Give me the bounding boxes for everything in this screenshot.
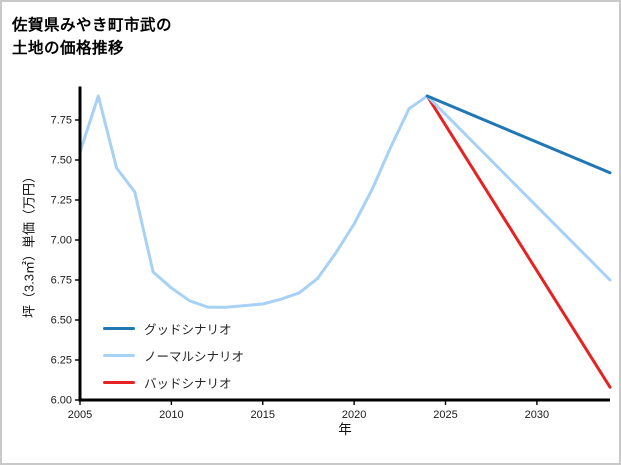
y-tick-label: 7.50 (51, 155, 72, 167)
y-tick-label: 6.25 (51, 355, 72, 367)
legend-label-bad-scenario: バッドシナリオ (144, 377, 232, 391)
chart-title: 佐賀県みやき町市武の 土地の価格推移 (12, 14, 172, 60)
y-tick-label: 7.00 (51, 235, 72, 247)
good-scenario-line-swatch (103, 327, 135, 330)
x-tick-label: 2010 (159, 409, 183, 421)
series-line-normal-scenario (78, 94, 612, 309)
y-tick-label: 6.75 (51, 275, 72, 287)
y-tick-label: 6.00 (51, 395, 72, 407)
y-tick-label: 6.50 (51, 315, 72, 327)
legend-item-bad-scenario: バッドシナリオ (103, 369, 244, 396)
legend-item-good-scenario: グッドシナリオ (103, 315, 244, 342)
legend-label-normal-scenario: ノーマルシナリオ (144, 350, 245, 364)
x-tick-label: 2025 (433, 409, 457, 421)
x-tick-label: 2030 (525, 409, 549, 421)
bad-scenario-line-swatch (103, 381, 135, 384)
legend: グッドシナリオ ノーマルシナリオ バッドシナリオ (103, 315, 244, 396)
y-tick-label: 7.75 (51, 115, 72, 127)
normal-scenario-line-swatch (103, 354, 135, 357)
x-tick-label: 2015 (251, 409, 275, 421)
series-line-bad-scenario (425, 94, 612, 389)
x-tick-label: 2005 (68, 409, 92, 421)
legend-label-good-scenario: グッドシナリオ (144, 323, 232, 337)
legend-item-normal-scenario: ノーマルシナリオ (103, 342, 244, 369)
chart-title-line2: 土地の価格推移 (12, 40, 125, 57)
y-tick-label: 7.25 (51, 195, 72, 207)
chart-title-line1: 佐賀県みやき町市武の (12, 17, 173, 34)
y-axis-label: 坪（3.3㎡）単価（万円） (21, 169, 37, 319)
x-tick-label: 2020 (342, 409, 366, 421)
x-axis-label: 年 (338, 422, 352, 437)
series-line-good-scenario (425, 94, 612, 175)
